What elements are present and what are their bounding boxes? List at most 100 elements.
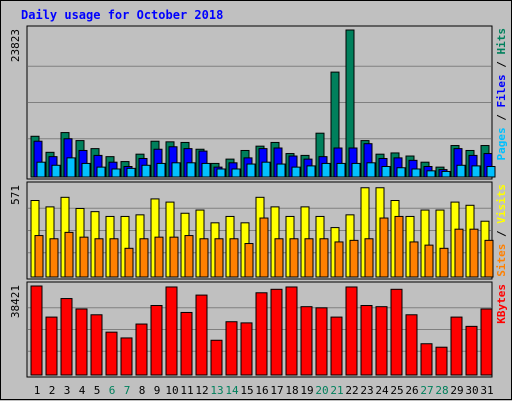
legend-item-hits-files-pages-4: Hits: [495, 28, 508, 55]
bar-sites-day-23: [364, 238, 374, 278]
day-label-1: 1: [34, 384, 41, 397]
bar-kbytes-day-19: [300, 306, 313, 376]
day-label-10: 10: [165, 384, 178, 397]
bar-sites-day-2: [49, 238, 59, 278]
bar-pages-day-28: [441, 170, 451, 178]
bar-sites-day-17: [274, 238, 284, 278]
day-label-12: 12: [195, 384, 208, 397]
bar-kbytes-day-2: [45, 316, 58, 376]
bar-kbytes-day-13: [210, 339, 223, 376]
day-label-26: 26: [405, 384, 418, 397]
legend-item-visits-sites-2: Visits: [495, 184, 508, 224]
bar-kbytes-day-22: [345, 286, 358, 376]
bar-pages-day-16: [261, 161, 271, 178]
bar-kbytes-day-12: [195, 294, 208, 376]
bar-pages-day-6: [111, 168, 121, 178]
bar-pages-day-30: [471, 165, 481, 178]
bar-kbytes-day-7: [120, 337, 133, 376]
day-label-11: 11: [180, 384, 193, 397]
bar-sites-day-9: [154, 236, 164, 278]
bar-sites-day-3: [64, 231, 74, 278]
bar-pages-day-5: [96, 166, 106, 178]
chart-title: Daily usage for October 2018: [21, 8, 223, 22]
day-label-22: 22: [345, 384, 358, 397]
bar-kbytes-day-23: [360, 305, 373, 376]
legend-item-kbytes-0: KBytes: [495, 284, 508, 324]
day-label-17: 17: [270, 384, 283, 397]
max-label-hits-files-pages: 23823: [9, 29, 22, 62]
bar-sites-day-31: [484, 239, 494, 278]
day-label-13: 13: [210, 384, 223, 397]
bar-kbytes-day-3: [60, 298, 73, 376]
bar-sites-day-13: [214, 238, 224, 278]
day-label-8: 8: [139, 384, 146, 397]
bar-sites-day-29: [454, 228, 464, 278]
bar-pages-day-4: [81, 162, 91, 178]
bar-kbytes-day-9: [150, 305, 163, 376]
day-label-2: 2: [49, 384, 56, 397]
bar-sites-day-10: [169, 236, 179, 278]
max-label-visits-sites: 571: [9, 185, 22, 205]
legend-visits-sites: Sites / Visits: [495, 184, 508, 277]
day-label-29: 29: [450, 384, 463, 397]
bar-kbytes-day-30: [465, 325, 478, 376]
bar-sites-day-22: [349, 239, 359, 278]
bar-sites-day-5: [94, 238, 104, 278]
day-label-15: 15: [240, 384, 253, 397]
bar-sites-day-26: [409, 241, 419, 278]
bar-kbytes-day-24: [375, 306, 388, 376]
legend-item-visits-sites-1: /: [495, 224, 508, 244]
bar-sites-day-20: [319, 238, 329, 278]
legend-item-hits-files-pages-2: Files: [495, 74, 508, 107]
bar-sites-day-14: [229, 238, 239, 278]
bar-kbytes-day-20: [315, 307, 328, 376]
bar-kbytes-day-11: [180, 311, 193, 376]
bar-pages-day-15: [246, 163, 256, 178]
bar-sites-day-28: [439, 247, 449, 278]
bar-sites-day-11: [184, 235, 194, 278]
max-label-kbytes: 38421: [9, 285, 22, 318]
bar-pages-day-2: [51, 164, 61, 178]
bar-sites-day-1: [34, 235, 44, 278]
legend-item-hits-files-pages-0: Pages: [495, 127, 508, 160]
bar-kbytes-day-1: [30, 285, 43, 376]
bar-pages-day-11: [186, 162, 196, 178]
bar-sites-day-27: [424, 244, 434, 278]
bar-pages-day-26: [411, 168, 421, 178]
day-label-25: 25: [390, 384, 403, 397]
day-label-6: 6: [109, 384, 116, 397]
bar-sites-day-7: [124, 247, 134, 278]
bar-kbytes-day-6: [105, 331, 118, 376]
bar-pages-day-23: [366, 162, 376, 178]
legend-item-hits-files-pages-3: /: [495, 55, 508, 75]
bar-sites-day-16: [259, 217, 269, 278]
bar-pages-day-29: [456, 164, 466, 178]
bar-kbytes-day-14: [225, 321, 238, 376]
bar-sites-day-25: [394, 215, 404, 278]
bar-kbytes-day-17: [270, 288, 283, 376]
day-label-31: 31: [480, 384, 493, 397]
bar-kbytes-day-4: [75, 308, 88, 376]
day-label-27: 27: [420, 384, 433, 397]
bar-kbytes-day-28: [435, 346, 448, 376]
bar-pages-day-19: [306, 165, 316, 178]
bar-sites-day-19: [304, 238, 314, 278]
bar-sites-day-18: [289, 238, 299, 278]
day-label-4: 4: [79, 384, 86, 397]
bar-kbytes-day-21: [330, 316, 343, 376]
bar-pages-day-20: [321, 162, 331, 178]
bar-kbytes-day-15: [240, 322, 253, 376]
bar-pages-day-17: [276, 163, 286, 178]
legend-item-hits-files-pages-1: /: [495, 108, 508, 128]
bar-kbytes-day-27: [420, 343, 433, 376]
bar-pages-day-9: [156, 162, 166, 178]
day-label-9: 9: [154, 384, 161, 397]
bar-sites-day-6: [109, 238, 119, 278]
bar-pages-day-7: [126, 167, 136, 178]
legend-item-visits-sites-0: Sites: [495, 244, 508, 277]
day-label-21: 21: [330, 384, 343, 397]
day-label-5: 5: [94, 384, 101, 397]
day-label-19: 19: [300, 384, 313, 397]
